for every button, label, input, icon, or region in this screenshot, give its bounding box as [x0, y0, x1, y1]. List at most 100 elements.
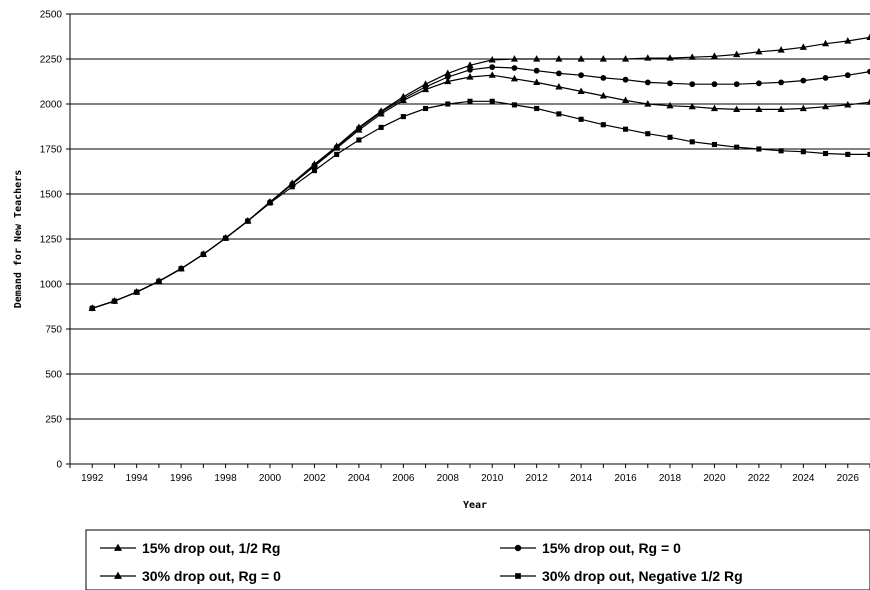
data-point [734, 144, 740, 150]
data-point [377, 110, 385, 117]
data-point [756, 146, 762, 152]
legend: 15% drop out, 1/2 Rg 15% drop out, Rg = 0… [100, 540, 743, 584]
data-point [467, 66, 473, 73]
data-point [866, 33, 870, 40]
data-point [710, 52, 719, 59]
data-point [845, 151, 851, 157]
legend-marker [514, 544, 522, 552]
data-point [89, 305, 95, 311]
data-point [510, 74, 519, 82]
data-point [800, 77, 807, 84]
data-point [689, 139, 695, 145]
legend-marker [515, 573, 521, 579]
legend-label: 30% drop out, Negative 1/2 Rg [542, 568, 743, 584]
data-point [622, 76, 629, 83]
data-point [356, 137, 362, 143]
x-tick-label: 1994 [126, 473, 149, 484]
legend-marker [114, 543, 122, 551]
data-point [666, 54, 674, 61]
x-tick-labels: 1992 1994 1996 1998 2000 2002 2004 2006 2008 2010… [69, 464, 870, 484]
y-tick-label: 250 [45, 415, 62, 426]
y-tick-label: 1000 [40, 280, 63, 291]
data-point [267, 200, 273, 206]
data-point [111, 298, 117, 304]
y-tick-label: 500 [45, 370, 62, 381]
data-point [421, 85, 430, 93]
x-tick-label: 1992 [81, 473, 104, 484]
data-point [867, 151, 870, 157]
data-point [600, 122, 606, 128]
data-point [688, 53, 696, 60]
legend-label: 15% drop out, Rg = 0 [542, 540, 681, 556]
data-point [733, 81, 740, 88]
data-point [310, 162, 319, 169]
data-point [599, 55, 607, 62]
data-point [577, 55, 585, 62]
data-point [644, 100, 652, 107]
data-point [533, 78, 541, 85]
data-point [200, 251, 206, 257]
data-point [666, 101, 674, 109]
x-tick-label: 2006 [392, 473, 415, 484]
x-tick-label: 2008 [437, 473, 460, 484]
data-point [688, 102, 696, 110]
data-point [578, 72, 585, 79]
x-tick-label: 2024 [792, 473, 815, 484]
data-point [755, 47, 763, 55]
data-point [399, 96, 407, 103]
data-point [733, 50, 741, 58]
legend-label: 15% drop out, 1/2 Rg [142, 540, 280, 556]
legend-entry-2: 15% drop out, Rg = 0 [500, 540, 681, 556]
data-point [599, 92, 607, 99]
data-point [644, 79, 651, 86]
y-axis-title: Demand for New Teachers [13, 170, 24, 308]
data-point [844, 37, 852, 44]
data-point [667, 80, 673, 87]
series-4 [89, 98, 870, 311]
data-point [156, 278, 162, 284]
data-point [378, 124, 384, 130]
data-point [645, 131, 651, 137]
data-point [488, 56, 496, 63]
data-point [510, 55, 519, 62]
x-tick-label: 2016 [614, 473, 637, 484]
data-point [710, 104, 719, 112]
data-point [644, 54, 652, 61]
legend-marker [114, 571, 122, 579]
data-point [223, 235, 229, 241]
data-point [511, 102, 517, 108]
data-point [334, 151, 340, 157]
y-tick-labels: 0 250 500 750 1000 1250 1500 1750 2000 2250 2500 [40, 10, 70, 471]
legend-box [85, 529, 870, 590]
data-point [534, 105, 540, 112]
data-point [511, 65, 518, 71]
data-point [755, 80, 762, 87]
data-point [444, 74, 451, 80]
data-point [311, 168, 317, 174]
x-tick-label: 2002 [303, 473, 326, 484]
data-point [844, 101, 852, 108]
data-point [778, 148, 784, 154]
x-tick-label: 2020 [703, 473, 726, 484]
data-point [555, 83, 563, 90]
data-point [555, 70, 562, 77]
data-point [577, 87, 585, 94]
x-tick-label: 2000 [259, 473, 282, 484]
y-tick-label: 0 [56, 460, 62, 471]
x-tick-label: 1996 [170, 473, 193, 484]
data-point [445, 101, 451, 107]
data-point [778, 79, 785, 86]
data-point [823, 150, 829, 157]
data-point [799, 104, 807, 112]
data-point [711, 81, 718, 88]
x-tick-label: 2014 [570, 473, 593, 484]
x-tick-label: 2022 [748, 473, 771, 484]
y-tick-label: 1250 [40, 235, 63, 246]
data-point [844, 72, 851, 79]
data-point [867, 68, 870, 75]
data-point [333, 144, 341, 151]
data-point [733, 105, 741, 112]
data-point [799, 43, 807, 50]
data-point [755, 105, 763, 112]
series-line [92, 100, 870, 309]
